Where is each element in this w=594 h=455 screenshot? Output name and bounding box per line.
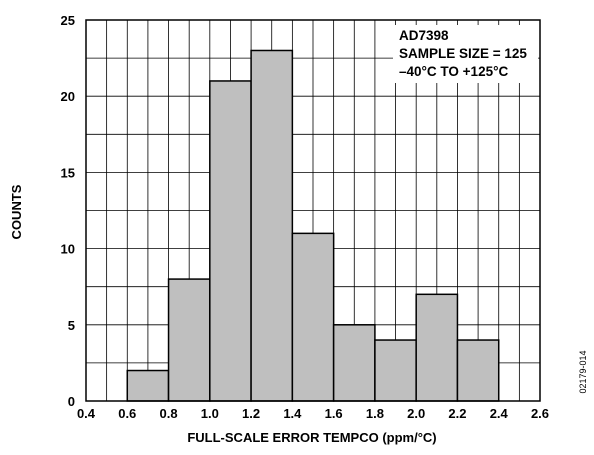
histogram-bar — [250, 49, 294, 402]
x-tick-label: 2.0 — [407, 406, 425, 421]
histogram-bar — [209, 80, 252, 402]
histogram-bar — [332, 324, 376, 402]
y-tick-label: 15 — [61, 165, 75, 180]
histogram-bar — [456, 339, 500, 402]
y-tick-label: 25 — [61, 13, 75, 28]
histogram-bar — [415, 293, 459, 402]
x-tick-label: 2.6 — [531, 406, 549, 421]
x-tick-label: 0.6 — [118, 406, 136, 421]
annotation-line-3: –40°C TO +125°C — [399, 64, 508, 79]
y-tick-label: 5 — [68, 318, 75, 333]
histogram-bar — [291, 232, 335, 402]
x-tick-label: 0.8 — [160, 406, 178, 421]
x-tick-label: 2.4 — [490, 406, 509, 421]
histogram-bar — [126, 369, 170, 402]
y-tick-label: 20 — [61, 89, 75, 104]
y-tick-label: 10 — [61, 242, 75, 257]
x-tick-label: 1.4 — [283, 406, 302, 421]
x-tick-label: 1.6 — [325, 406, 343, 421]
y-axis-title: COUNTS — [9, 184, 24, 239]
plot-frame — [85, 19, 541, 402]
annotation-line-2: SAMPLE SIZE = 125 — [399, 46, 527, 61]
x-tick-label: 1.2 — [242, 406, 260, 421]
bars — [126, 49, 500, 402]
histogram-bar — [167, 278, 211, 402]
y-tick-label: 0 — [68, 394, 75, 409]
x-tick-label: 2.2 — [448, 406, 466, 421]
x-tick-labels: 0.4 0.6 0.8 1.0 1.2 1.4 1.6 1.8 2.0 2.2 2.4 2.6 — [77, 406, 549, 421]
figure-id: 02179-014 — [578, 350, 588, 393]
x-tick-label: 1.0 — [201, 406, 219, 421]
y-tick-labels: 0 5 10 15 20 25 — [61, 13, 75, 409]
annotation-line-1: AD7398 — [399, 28, 449, 43]
histogram-bar — [374, 339, 417, 402]
x-axis-title: FULL-SCALE ERROR TEMPCO (ppm/°C) — [187, 430, 436, 445]
annotation-background — [393, 25, 538, 83]
x-tick-label: 0.4 — [77, 406, 96, 421]
x-tick-label: 1.8 — [366, 406, 384, 421]
